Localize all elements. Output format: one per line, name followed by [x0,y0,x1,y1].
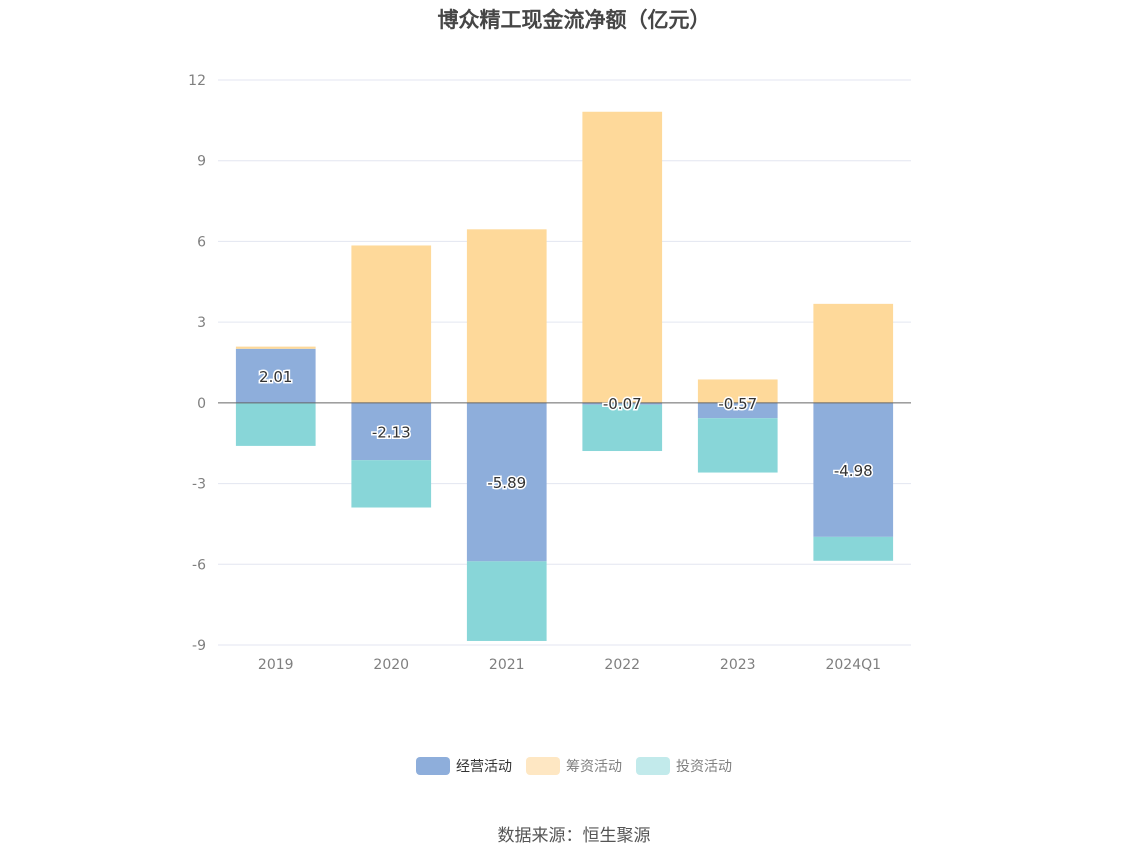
bar-operating[interactable] [813,402,894,537]
bar-investing[interactable] [813,536,894,561]
legend-item-investing[interactable]: 投资活动 [636,756,732,776]
x-tick-label: 2020 [373,657,409,673]
bar-operating[interactable] [235,348,316,403]
legend-label-investing: 投资活动 [676,759,732,775]
bar-operating[interactable] [697,402,778,419]
legend-item-financing[interactable]: 筹资活动 [526,756,622,776]
data-label-operating: -4.98 [834,462,873,480]
bar-investing[interactable] [582,404,663,452]
bar-financing[interactable] [235,346,316,349]
legend-label-operating: 经营活动 [456,759,512,775]
bars [235,111,894,641]
bar-financing[interactable] [813,303,894,403]
y-tick-label: 9 [197,154,206,170]
bar-financing[interactable] [351,245,432,403]
axes: 12 9 6 3 0 -3 -6 -9 2019 2020 2021 2022 2023 2024Q1 [188,73,911,673]
x-tick-label: 2024Q1 [825,657,881,673]
y-tick-label: -9 [192,638,206,654]
x-tick-label: 2021 [489,657,525,673]
data-label-operating: -0.57 [718,395,757,413]
bar-operating[interactable] [582,402,663,405]
x-tick-label: 2019 [258,657,294,673]
legend-item-operating[interactable]: 经营活动 [416,756,512,776]
grid-lines [218,79,911,646]
legend: 经营活动 筹资活动 投资活动 [0,756,1148,776]
bar-financing[interactable] [466,229,547,403]
y-tick-label: -6 [192,557,206,573]
legend-swatch-investing [636,757,670,775]
y-tick-label: -3 [192,477,206,493]
y-tick-label: 0 [197,396,206,412]
chart-title: 博众精工现金流净额（亿元） [437,8,711,32]
bar-investing[interactable] [351,460,432,508]
y-tick-label: 3 [197,315,206,331]
legend-swatch-financing [526,757,560,775]
data-label-operating: -5.89 [487,474,526,492]
bar-operating[interactable] [351,402,432,461]
x-tick-label: 2023 [720,657,756,673]
bar-financing[interactable] [582,111,663,403]
bar-investing[interactable] [697,418,778,473]
data-source-note: 数据来源：恒生聚源 [497,826,651,846]
data-label-operating: -0.07 [603,395,642,413]
bar-investing[interactable] [466,561,547,641]
legend-label-financing: 筹资活动 [566,759,622,775]
bar-investing[interactable] [235,402,316,446]
y-tick-label: 12 [188,73,206,89]
y-tick-label: 6 [197,234,206,250]
bar-operating[interactable] [466,402,547,562]
data-labels: 2.01 -2.13 -5.89 -0.07 -0.57 -4.98 [258,366,875,493]
legend-swatch-operating [416,757,450,775]
bar-financing[interactable] [697,379,778,403]
data-label-operating: 2.01 [259,368,292,386]
data-label-operating: -2.13 [372,424,411,442]
x-tick-label: 2022 [604,657,640,673]
